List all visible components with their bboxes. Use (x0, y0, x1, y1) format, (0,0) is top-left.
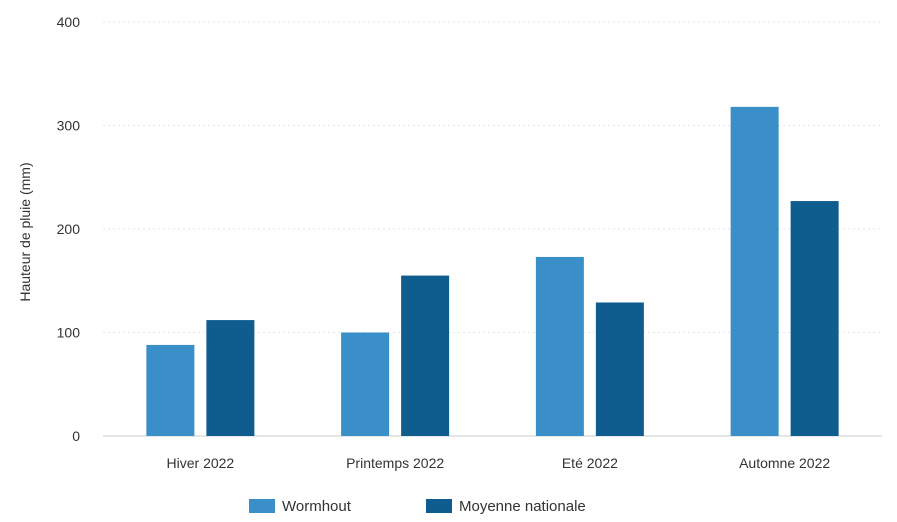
y-tick-label: 300 (57, 118, 81, 134)
x-axis-categories: Hiver 2022 Printemps 2022 Eté 2022 Automne … (167, 455, 831, 471)
x-category-label: Printemps 2022 (346, 455, 444, 471)
bar-moyenne-nationale-1 (401, 275, 450, 436)
legend-swatch (426, 499, 452, 513)
y-axis-title: Hauteur de pluie (mm) (17, 162, 33, 301)
bar-moyenne-nationale-0 (206, 320, 255, 436)
y-tick-label: 200 (57, 221, 81, 237)
bar-moyenne-nationale-2 (595, 302, 644, 436)
bar-moyenne-nationale-3 (790, 201, 839, 436)
y-tick-label: 0 (72, 428, 80, 444)
y-axis-ticks: 0 100 200 300 400 (57, 14, 81, 444)
legend-label: Moyenne nationale (459, 498, 586, 515)
y-tick-label: 400 (57, 14, 81, 30)
legend-label: Wormhout (282, 498, 352, 515)
legend: Wormhout Moyenne nationale (249, 498, 586, 515)
x-category-label: Automne 2022 (739, 455, 830, 471)
bar-wormhout-3 (730, 106, 779, 437)
bar-wormhout-1 (341, 332, 390, 436)
x-category-label: Hiver 2022 (167, 455, 235, 471)
y-tick-label: 100 (57, 325, 81, 341)
bar-wormhout-0 (146, 344, 195, 436)
bar-wormhout-2 (535, 256, 584, 436)
legend-swatch (249, 499, 275, 513)
bars (146, 106, 839, 437)
x-category-label: Eté 2022 (562, 455, 618, 471)
